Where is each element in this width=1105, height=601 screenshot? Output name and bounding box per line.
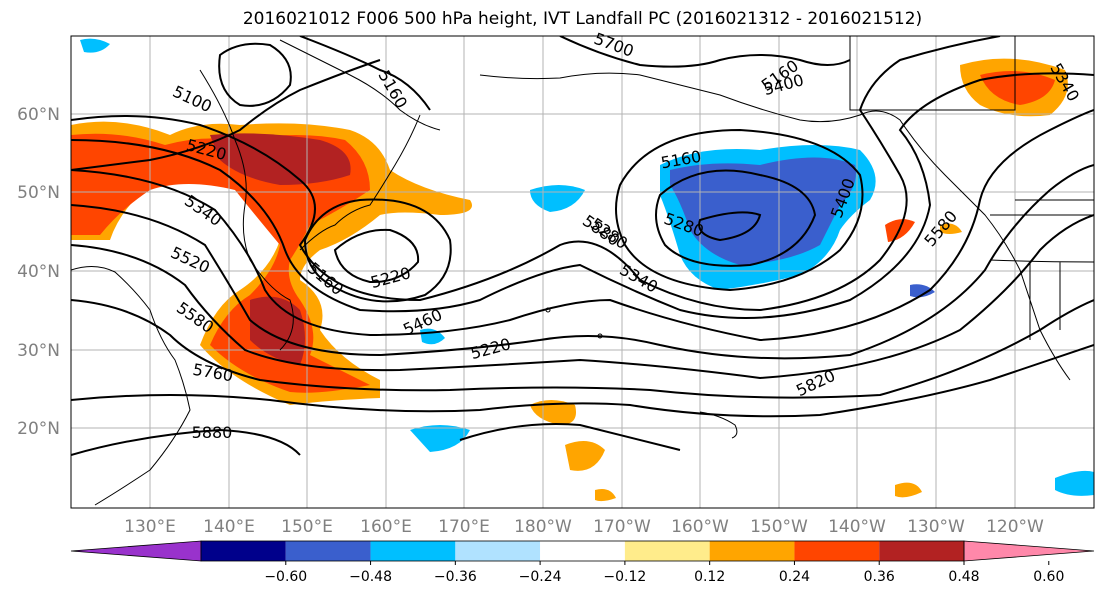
contour-5340 bbox=[71, 72, 1094, 319]
ivt-max-japan bbox=[250, 296, 305, 365]
contour-alaska-5160 bbox=[655, 169, 817, 267]
contour-5760 bbox=[71, 299, 1094, 399]
ivt-spot-12 bbox=[595, 489, 616, 502]
colorbar-extend-low bbox=[70, 540, 202, 562]
coastlines bbox=[71, 36, 1094, 506]
colorbar-tick-label: −0.36 bbox=[434, 569, 477, 585]
lon-label: 170°E bbox=[438, 517, 490, 537]
colorbar-bin bbox=[879, 541, 964, 561]
contour-alaska-5220 bbox=[615, 128, 864, 292]
contour-5220-low bbox=[303, 198, 452, 303]
ivt-spot-4 bbox=[565, 441, 605, 471]
ivt-spot-2 bbox=[940, 223, 962, 234]
ivt-spot-9 bbox=[80, 38, 110, 53]
contour-label: 5880 bbox=[192, 423, 233, 442]
colorbar: −0.60 −0.48 −0.36 −0.24 −0.12 0.12 0.24 0.36 0.4… bbox=[70, 540, 1095, 585]
colorbar-frame bbox=[200, 540, 965, 562]
lon-label: 150°E bbox=[281, 517, 333, 537]
alaska-na-coast bbox=[479, 72, 1071, 381]
ivt-spot-8 bbox=[1055, 470, 1094, 496]
lon-label: 140°E bbox=[203, 517, 255, 537]
longitude-labels: 130°E 140°E 150°E 160°E 170°E 180°W 170°… bbox=[124, 517, 1044, 537]
ivt-spot-11 bbox=[895, 482, 922, 498]
siberia-coast bbox=[279, 39, 441, 131]
colorbar-bin bbox=[455, 541, 541, 561]
colorbar-tick-label: −0.60 bbox=[264, 569, 307, 585]
map-title: 2016021012 F006 500 hPa height, IVT Land… bbox=[242, 9, 923, 29]
lat-label: 20°N bbox=[17, 419, 60, 439]
kamchatka-coast bbox=[199, 69, 294, 351]
lat-label: 30°N bbox=[17, 341, 60, 361]
canada-border bbox=[849, 36, 1016, 111]
colorbar-tick-label: −0.24 bbox=[519, 569, 562, 585]
colorbar-tick-label: 0.12 bbox=[694, 569, 725, 585]
colorbar-bin bbox=[285, 541, 371, 561]
lon-label: 170°W bbox=[593, 517, 651, 537]
map-gridlines bbox=[71, 36, 1094, 508]
colorbar-tick-label: −0.12 bbox=[603, 569, 646, 585]
lon-label: 120°W bbox=[986, 517, 1044, 537]
height-contours bbox=[71, 36, 1094, 456]
contour-5100 bbox=[71, 59, 381, 171]
ivt-spot-6 bbox=[410, 425, 470, 452]
ivt-core-bc-coast bbox=[980, 71, 1055, 105]
lon-label: 130°W bbox=[907, 517, 965, 537]
colorbar-bin bbox=[370, 541, 456, 561]
colorbar-bin bbox=[201, 541, 286, 561]
lat-label: 40°N bbox=[17, 262, 60, 282]
lon-label: 160°E bbox=[360, 517, 412, 537]
contour-5160-low bbox=[333, 228, 420, 284]
colorbar-tick-label: 0.36 bbox=[864, 569, 895, 585]
contour-alaska-inner bbox=[698, 211, 762, 242]
contour-5880 bbox=[71, 423, 681, 456]
kuril-coast bbox=[299, 114, 421, 251]
colorbar-bin bbox=[709, 541, 795, 561]
lon-label: 130°E bbox=[124, 517, 176, 537]
ivt-spot-7 bbox=[910, 284, 935, 298]
map-background bbox=[71, 36, 1094, 508]
lat-label: 60°N bbox=[17, 105, 60, 125]
colorbar-bin bbox=[624, 541, 710, 561]
contour-5820 bbox=[71, 344, 1094, 418]
contour-5460 bbox=[71, 109, 1094, 342]
contour-5160-north bbox=[299, 36, 431, 111]
colorbar-extend-high bbox=[963, 540, 1095, 562]
colorbar-tick-label: 0.24 bbox=[779, 569, 810, 585]
map-frame bbox=[70, 35, 1095, 509]
lon-label: 180°W bbox=[514, 517, 572, 537]
state-borders bbox=[989, 214, 1094, 340]
contour-west-closed bbox=[218, 42, 292, 107]
lon-label: 160°W bbox=[671, 517, 729, 537]
lon-label: 150°W bbox=[750, 517, 808, 537]
ivt-core-alaska-gulf bbox=[670, 157, 856, 265]
contour-5280 bbox=[71, 36, 1001, 312]
colorbar-bin bbox=[540, 541, 625, 561]
colorbar-tick-label: 0.60 bbox=[1033, 569, 1064, 585]
lon-label: 140°W bbox=[828, 517, 886, 537]
contour-5580 bbox=[71, 164, 1094, 360]
asia-coast bbox=[71, 266, 191, 506]
latitude-labels: 60°N 50°N 40°N 30°N 20°N bbox=[17, 105, 60, 439]
lat-label: 50°N bbox=[17, 183, 60, 203]
colorbar-bin bbox=[794, 541, 880, 561]
contour-5400-north bbox=[559, 36, 851, 68]
ivt-spot-3 bbox=[530, 400, 576, 425]
colorbar-tick-label: −0.48 bbox=[349, 569, 392, 585]
colorbar-tick-label: 0.48 bbox=[948, 569, 979, 585]
contour-5700 bbox=[71, 214, 1094, 380]
